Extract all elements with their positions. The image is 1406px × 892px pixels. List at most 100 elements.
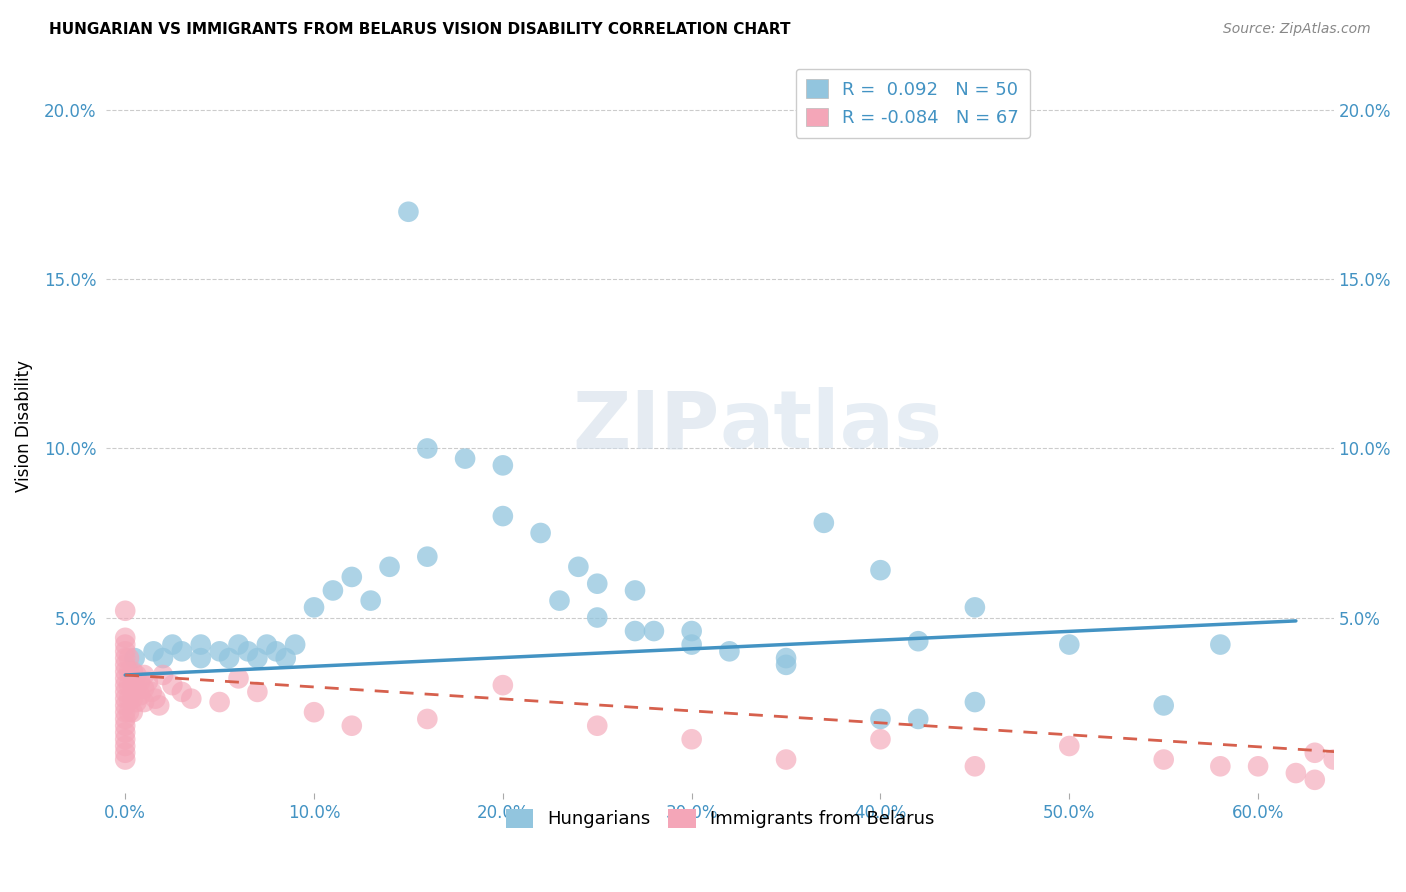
Point: [530, 526, 553, 541]
Point: [907, 712, 929, 726]
Point: [302, 705, 325, 719]
Point: [492, 458, 515, 473]
Point: [246, 685, 269, 699]
Point: [907, 634, 929, 648]
Point: [114, 725, 136, 739]
Point: [775, 651, 797, 665]
Point: [190, 651, 212, 665]
Point: [681, 624, 703, 638]
Point: [118, 665, 141, 679]
Point: [869, 712, 891, 726]
Point: [416, 549, 439, 564]
Point: [963, 600, 986, 615]
Point: [1303, 746, 1326, 760]
Point: [129, 688, 152, 702]
Point: [567, 559, 589, 574]
Point: [118, 705, 141, 719]
Point: [114, 604, 136, 618]
Point: [322, 583, 344, 598]
Point: [141, 685, 163, 699]
Point: [190, 638, 212, 652]
Point: [118, 678, 141, 692]
Point: [1247, 759, 1270, 773]
Text: ZIP: ZIP: [572, 387, 720, 466]
Point: [208, 644, 231, 658]
Point: [114, 752, 136, 766]
Point: [454, 451, 477, 466]
Point: [170, 644, 193, 658]
Point: [586, 719, 609, 733]
Point: [114, 719, 136, 733]
Point: [869, 563, 891, 577]
Point: [114, 705, 136, 719]
Point: [125, 695, 148, 709]
Point: [302, 600, 325, 615]
Point: [218, 651, 240, 665]
Point: [813, 516, 835, 530]
Point: [416, 712, 439, 726]
Point: [1323, 752, 1346, 766]
Point: [624, 583, 647, 598]
Point: [274, 651, 297, 665]
Point: [114, 712, 136, 726]
Point: [284, 638, 307, 652]
Point: [1059, 638, 1081, 652]
Point: [152, 668, 174, 682]
Point: [548, 593, 571, 607]
Point: [162, 638, 184, 652]
Point: [118, 651, 141, 665]
Text: atlas: atlas: [720, 387, 943, 466]
Point: [136, 674, 159, 689]
Point: [114, 672, 136, 686]
Point: [1059, 739, 1081, 753]
Point: [121, 665, 143, 679]
Point: [586, 610, 609, 624]
Point: [492, 509, 515, 524]
Point: [170, 685, 193, 699]
Point: [121, 705, 143, 719]
Point: [624, 624, 647, 638]
Point: [228, 638, 250, 652]
Point: [246, 651, 269, 665]
Point: [963, 695, 986, 709]
Point: [114, 746, 136, 760]
Point: [869, 732, 891, 747]
Point: [125, 668, 148, 682]
Point: [162, 678, 184, 692]
Point: [340, 719, 363, 733]
Point: [114, 657, 136, 672]
Point: [132, 695, 155, 709]
Legend: Hungarians, Immigrants from Belarus: Hungarians, Immigrants from Belarus: [498, 802, 942, 836]
Point: [121, 678, 143, 692]
Point: [114, 739, 136, 753]
Point: [236, 644, 259, 658]
Point: [378, 559, 401, 574]
Point: [114, 685, 136, 699]
Point: [340, 570, 363, 584]
Text: HUNGARIAN VS IMMIGRANTS FROM BELARUS VISION DISABILITY CORRELATION CHART: HUNGARIAN VS IMMIGRANTS FROM BELARUS VIS…: [49, 22, 790, 37]
Point: [132, 681, 155, 696]
Point: [124, 651, 146, 665]
Y-axis label: Vision Disability: Vision Disability: [15, 360, 32, 492]
Point: [1360, 772, 1382, 787]
Point: [1209, 759, 1232, 773]
Point: [114, 631, 136, 645]
Point: [228, 672, 250, 686]
Point: [180, 691, 202, 706]
Point: [264, 644, 287, 658]
Point: [114, 698, 136, 713]
Point: [148, 698, 170, 713]
Point: [121, 691, 143, 706]
Point: [681, 638, 703, 652]
Point: [118, 691, 141, 706]
Point: [114, 651, 136, 665]
Point: [718, 644, 741, 658]
Point: [142, 644, 165, 658]
Point: [114, 665, 136, 679]
Point: [775, 752, 797, 766]
Point: [114, 638, 136, 652]
Point: [396, 204, 419, 219]
Point: [1285, 766, 1308, 780]
Point: [416, 442, 439, 456]
Point: [256, 638, 278, 652]
